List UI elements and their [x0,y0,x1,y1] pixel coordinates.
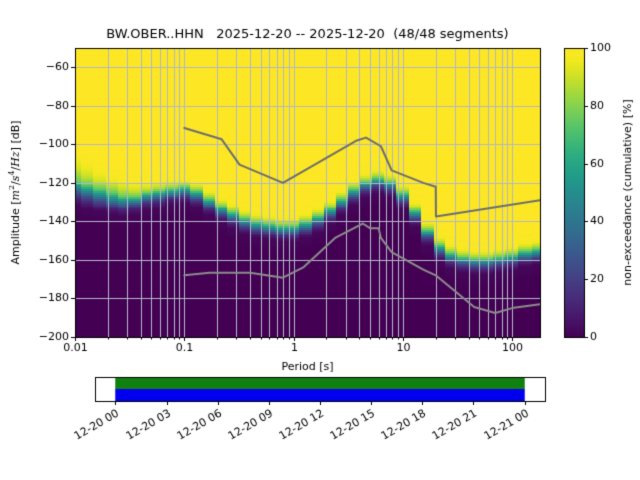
x-axis-label [250,358,370,376]
ppsd-axes[interactable] [75,48,540,337]
data-coverage-timeline[interactable] [95,377,545,401]
page-title [40,18,600,42]
colorbar[interactable] [564,48,584,337]
timeline-tick-labels [45,405,545,460]
y-axis-label [0,90,22,300]
